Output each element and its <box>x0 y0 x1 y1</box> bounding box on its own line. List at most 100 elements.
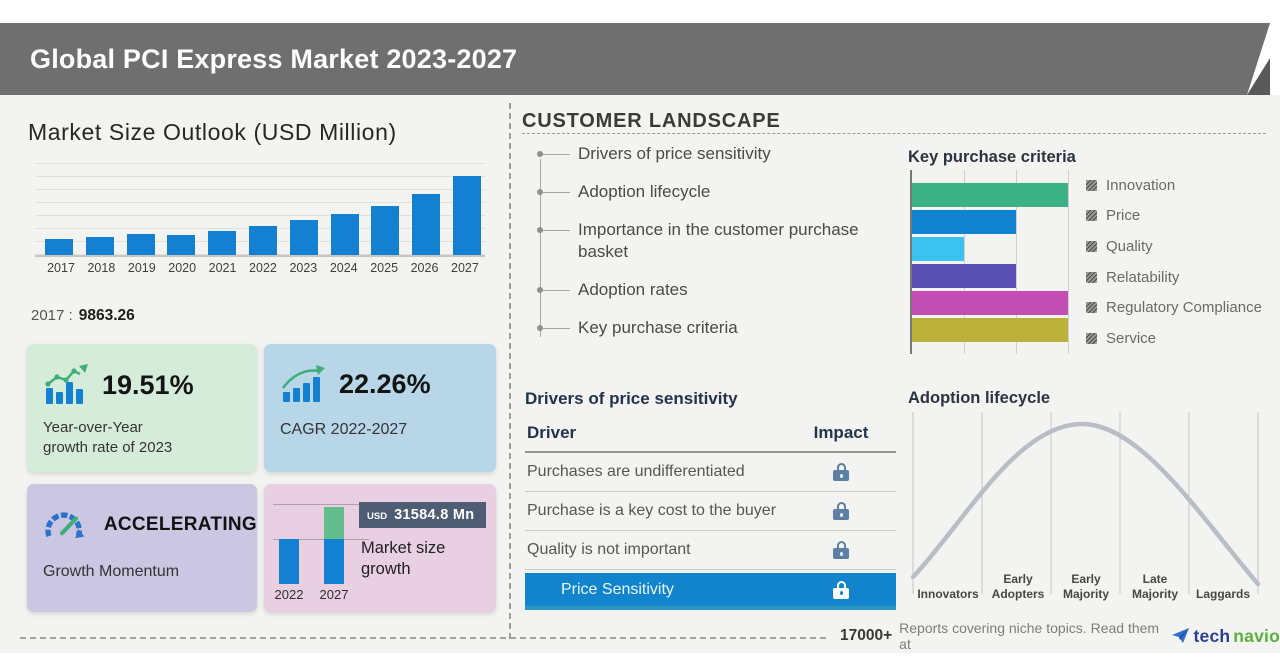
market-bar <box>412 193 441 255</box>
yoy-label: Year-over-Year growth rate of 2023 <box>43 419 173 457</box>
lock-shackle <box>836 502 846 509</box>
kpc-chart <box>910 170 1072 354</box>
market-bar <box>167 234 196 255</box>
header-ribbon <box>0 23 1270 95</box>
market-bar <box>452 176 481 255</box>
market-bar <box>85 236 114 255</box>
market-bar <box>126 234 155 255</box>
year-label: 2021 <box>208 261 237 275</box>
paper-plane-icon <box>1172 628 1190 643</box>
topic-list: Drivers of price sensitivity Adoption lif… <box>537 143 880 355</box>
impact-cell <box>806 463 876 481</box>
badge-amount: 31584.8 Mn <box>394 507 475 523</box>
footer: 17000+ Reports covering niche topics. Re… <box>840 620 1280 652</box>
kpc-bar <box>912 237 964 261</box>
year-label: 2025 <box>370 261 399 275</box>
topic-item: Key purchase criteria <box>537 317 880 339</box>
market-bars <box>41 163 485 255</box>
momentum-value: ACCELERATING <box>103 514 257 535</box>
driver-label: Purchase is a key cost to the buyer <box>527 502 777 519</box>
lifecycle-label: Laggards <box>1195 587 1251 601</box>
cagr-label: CAGR 2022-2027 <box>280 421 408 438</box>
lock-body <box>833 587 849 599</box>
key-purchase-criteria-title: Key purchase criteria <box>908 148 1076 166</box>
price-sensitivity-title: Drivers of price sensitivity <box>525 389 738 408</box>
adoption-lifecycle-chart: Innovators Early Adopters Early Majority Late… <box>908 412 1264 602</box>
mini-gridline-mid <box>273 539 369 540</box>
technavio-logo: tech navio <box>1172 626 1280 647</box>
content-area: Market Size Outlook (USD Million) 2017 20… <box>0 95 1280 653</box>
legend-item: Quality <box>1086 231 1262 262</box>
kpc-bar <box>912 264 1016 288</box>
impact-column-header: Impact <box>813 423 869 442</box>
mini-bar-2027-base <box>324 539 344 584</box>
cagr-value: 22.26% <box>339 368 431 399</box>
impact-cell <box>806 502 876 520</box>
driver-rows: Purchases are undifferentiated Purchase i… <box>525 453 896 610</box>
report-count: 17000+ <box>840 627 893 644</box>
growth-chart-icon <box>45 364 88 404</box>
speedometer-icon <box>45 512 85 539</box>
year-label: 2020 <box>168 261 197 275</box>
growth-label: Market size growth <box>361 539 446 579</box>
mini-gridline-top <box>273 504 369 505</box>
lock-icon <box>833 502 849 520</box>
lock-body <box>833 548 849 559</box>
market-bar <box>248 226 277 255</box>
bell-curve <box>910 412 1261 594</box>
momentum-label: Growth Momentum <box>43 563 180 580</box>
topic-item: Drivers of price sensitivity <box>537 143 880 165</box>
driver-label: Quality is not important <box>527 541 691 558</box>
impact-cell <box>806 580 876 599</box>
topic-item: Adoption lifecycle <box>537 181 880 203</box>
year-label: 2023 <box>289 261 318 275</box>
hatched-swatch-icon <box>1086 179 1097 191</box>
kpc-gridline <box>964 170 965 354</box>
brand-tech: tech <box>1193 625 1231 646</box>
market-size-title: Market Size Outlook (USD Million) <box>28 119 397 145</box>
driver-row: Purchase is a key cost to the buyer <box>525 492 896 531</box>
kpc-bar <box>912 183 1068 207</box>
legend-label: Relatability <box>1106 268 1180 286</box>
footer-dashed-line <box>20 637 826 639</box>
driver-column-header: Driver <box>527 423 577 442</box>
lock-keyhole <box>839 591 843 595</box>
momentum-toprow: ACCELERATING <box>27 484 257 546</box>
base-year-label: 2017 : <box>31 307 73 324</box>
brand-navio: navio <box>1233 625 1280 646</box>
kpc-bar <box>912 318 1068 342</box>
market-bar <box>45 239 73 255</box>
impact-cell <box>806 541 876 559</box>
hatched-swatch-icon <box>1086 332 1097 344</box>
driver-row: Quality is not important <box>525 531 896 570</box>
hatched-swatch-icon <box>1086 210 1097 222</box>
hatched-swatch-icon <box>1086 302 1097 314</box>
hatched-swatch-icon <box>1086 240 1097 252</box>
lock-shackle <box>836 580 846 588</box>
market-bar <box>371 205 400 255</box>
lock-keyhole <box>839 473 843 478</box>
legend-label: Regulatory Compliance <box>1106 299 1262 317</box>
cagr-chart-icon <box>281 365 325 402</box>
mini-bar-2027-growth <box>324 507 344 539</box>
badge-currency: USD <box>367 511 388 522</box>
lock-icon <box>833 580 849 599</box>
legend-label: Quality <box>1106 237 1153 255</box>
legend-label: Service <box>1106 329 1157 347</box>
adoption-lifecycle-title: Adoption lifecycle <box>908 389 1051 407</box>
year-label: 2026 <box>410 261 439 275</box>
kpc-gridline <box>1068 170 1069 354</box>
legend-label: Innovation <box>1106 176 1176 194</box>
lock-keyhole <box>839 551 843 556</box>
momentum-card: ACCELERATING Growth Momentum <box>27 484 257 612</box>
page-title: Global PCI Express Market 2023-2027 <box>30 44 518 74</box>
lifecycle-label: Early Majority <box>1062 572 1110 601</box>
year-label: 2024 <box>329 261 358 275</box>
lock-icon <box>833 541 849 559</box>
lifecycle-label: Innovators <box>917 587 979 601</box>
lifecycle-label: Late Majority <box>1131 572 1179 601</box>
yoy-toprow: 19.51% <box>27 344 257 406</box>
kpc-legend: Innovation Price Quality Relatability Regula… <box>1086 170 1262 354</box>
price-sensitivity-table: Driver Impact Purchases are undifferenti… <box>525 421 896 610</box>
market-bar <box>330 213 359 255</box>
